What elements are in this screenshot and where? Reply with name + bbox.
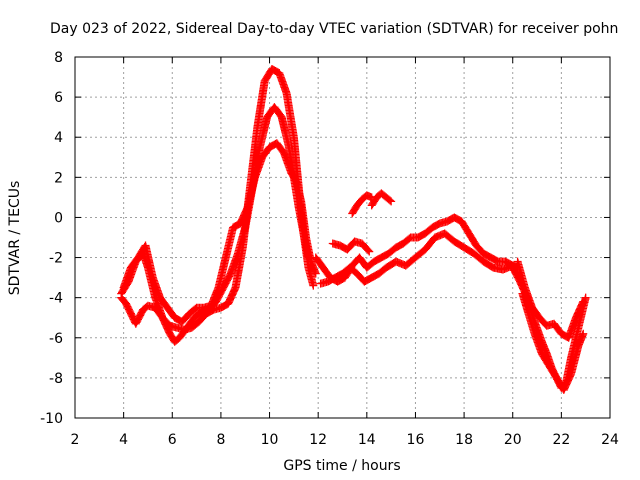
data-point — [364, 246, 373, 255]
x-tick-label: 4 — [119, 432, 128, 448]
data-points — [117, 65, 590, 394]
grid — [75, 57, 610, 418]
x-tick-label: 10 — [261, 432, 279, 448]
x-tick-label: 14 — [358, 432, 376, 448]
data-point — [579, 297, 588, 306]
y-tick-label: -4 — [49, 291, 63, 307]
series-track-11 — [518, 289, 588, 394]
x-tick-label: 22 — [552, 432, 570, 448]
series-track-8 — [367, 189, 396, 210]
x-tick-label: 20 — [504, 432, 522, 448]
y-tick-label: -8 — [49, 371, 63, 387]
y-tick-label: -10 — [40, 411, 63, 427]
series-track-7 — [348, 191, 376, 218]
series-track-10 — [513, 257, 588, 342]
x-tick-label: 2 — [71, 432, 80, 448]
x-tick-label: 18 — [455, 432, 473, 448]
y-tick-label: 4 — [54, 130, 63, 146]
series-track-6 — [328, 237, 374, 256]
data-point — [581, 293, 590, 302]
data-point — [387, 197, 396, 206]
x-tick-label: 6 — [168, 432, 177, 448]
x-tick-label: 12 — [309, 432, 327, 448]
series-track-5 — [316, 229, 522, 288]
y-tick-label: 0 — [54, 210, 63, 226]
y-tick-label: 8 — [54, 50, 63, 66]
data-point — [309, 281, 318, 290]
x-tick-label: 16 — [407, 432, 425, 448]
data-point — [385, 196, 394, 205]
plot-frame — [74, 56, 611, 419]
y-tick-label: -6 — [49, 331, 63, 347]
y-tick-label: 6 — [54, 90, 63, 106]
y-tick-label: -2 — [49, 251, 63, 267]
y-axis-label: SDTVAR / TECUs — [7, 181, 23, 296]
data-point — [311, 269, 320, 278]
x-axis-label: GPS time / hours — [283, 458, 400, 474]
data-point — [365, 247, 374, 256]
x-tick-label: 8 — [216, 432, 225, 448]
chart-title: Day 023 of 2022, Sidereal Day-to-day VTE… — [50, 21, 618, 37]
x-tick-label: 24 — [601, 432, 619, 448]
data-point — [579, 329, 588, 338]
series-track-3 — [119, 139, 320, 326]
y-tick-label: 2 — [54, 170, 63, 186]
